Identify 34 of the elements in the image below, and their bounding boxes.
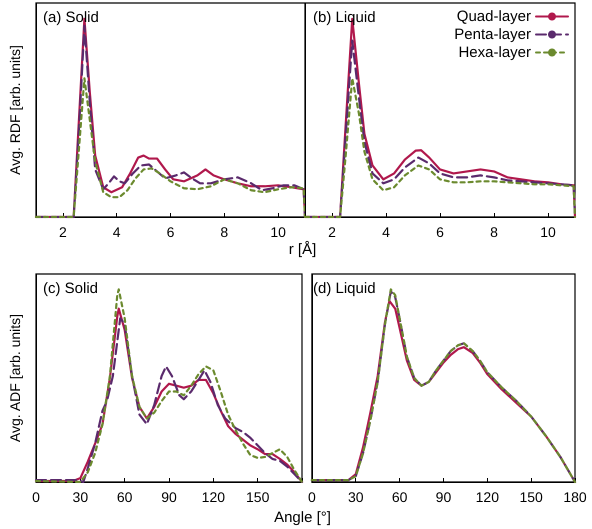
legend-label: Penta-layer — [454, 26, 531, 43]
x-tick-label: 150 — [246, 489, 270, 505]
x-tick-label: 30 — [72, 489, 88, 505]
x-tick-label: 4 — [382, 224, 390, 240]
chart-title: (b) Liquid — [313, 9, 376, 26]
legend-label: Quad-layer — [456, 8, 532, 25]
x-axis-title: Angle [°] — [273, 509, 332, 526]
x-axis-title: r [Å] — [288, 241, 318, 258]
chart-title: (a) Solid — [43, 9, 99, 26]
x-tick-label: 8 — [220, 224, 228, 240]
x-tick-label: 2 — [328, 224, 336, 240]
x-tick-label: 120 — [202, 489, 226, 505]
x-tick-label: 10 — [270, 224, 286, 240]
x-tick-label: 180 — [563, 489, 587, 505]
x-tick-label: 0 — [308, 489, 316, 505]
x-tick-label: 10 — [540, 224, 556, 240]
x-tick-label: 90 — [436, 489, 452, 505]
x-tick-label: 0 — [32, 489, 40, 505]
y-axis-title: Avg. RDF [arb. units] — [7, 45, 23, 175]
x-tick-label: 2 — [59, 224, 67, 240]
chart-title: (c) Solid — [43, 280, 98, 297]
legend-label: Hexa-layer — [458, 44, 531, 61]
x-tick-label: 150 — [519, 489, 544, 505]
x-tick-label: 120 — [476, 489, 500, 505]
x-tick-label: 30 — [348, 489, 364, 505]
x-tick-label: 4 — [112, 224, 121, 240]
x-tick-label: 90 — [161, 489, 177, 505]
chart-title: (d) Liquid — [313, 280, 376, 297]
x-tick-label: 8 — [490, 224, 498, 240]
x-tick-label: 60 — [116, 489, 133, 505]
x-tick-label: 6 — [436, 224, 444, 240]
x-tick-label: 60 — [392, 489, 408, 505]
x-tick-label: 6 — [166, 224, 175, 240]
y-axis-title: Avg. ADF [arb. units] — [7, 314, 23, 442]
